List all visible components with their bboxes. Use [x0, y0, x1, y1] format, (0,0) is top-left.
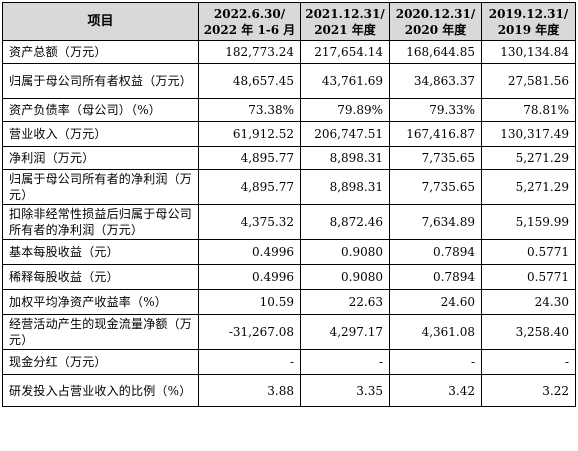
- row-label: 扣除非经常性损益后归属于母公司所有者的净利润（万元）: [2, 204, 199, 240]
- value-cell: 168,644.85: [389, 40, 482, 64]
- value-cell: 73.38%: [198, 98, 301, 122]
- row-label: 净利润（万元）: [2, 146, 199, 170]
- row-label: 资产总额（万元）: [2, 40, 199, 64]
- value-cell: 130,134.84: [481, 40, 576, 64]
- value-cell: 34,863.37: [389, 63, 482, 99]
- header-period-2022h1: 2022.6.30/ 2022 年 1-6 月: [198, 2, 301, 41]
- value-cell: 5,159.99: [481, 204, 576, 240]
- value-cell: 4,375.32: [198, 204, 301, 240]
- value-cell: 79.33%: [389, 98, 482, 122]
- value-cell: -: [389, 349, 482, 375]
- header-period-2020: 2020.12.31/ 2020 年度: [389, 2, 482, 41]
- value-cell: 167,416.87: [389, 121, 482, 147]
- table-row: 净利润（万元） 4,895.77 8,898.31 7,735.65 5,271.29: [2, 146, 576, 170]
- value-cell: 206,747.51: [300, 121, 390, 147]
- value-cell: 24.60: [389, 289, 482, 315]
- value-cell: 3,258.40: [481, 314, 576, 350]
- value-cell: 0.7894: [389, 239, 482, 265]
- value-cell: 5,271.29: [481, 146, 576, 170]
- row-label: 经营活动产生的现金流量净额（万元）: [2, 314, 199, 350]
- value-cell: 4,297.17: [300, 314, 390, 350]
- value-cell: 43,761.69: [300, 63, 390, 99]
- table-row: 营业收入（万元） 61,912.52 206,747.51 167,416.87 130…: [2, 121, 576, 147]
- row-label: 基本每股收益（元）: [2, 239, 199, 265]
- value-cell: 10.59: [198, 289, 301, 315]
- value-cell: 0.5771: [481, 264, 576, 290]
- header-row: 项目 2022.6.30/ 2022 年 1-6 月 2021.12.31/ 2…: [2, 2, 576, 41]
- table-row: 归属于母公司所有者权益（万元） 48,657.45 43,761.69 34,863.…: [2, 63, 576, 99]
- value-cell: 8,898.31: [300, 146, 390, 170]
- row-label: 稀释每股收益（元）: [2, 264, 199, 290]
- header-period-2019: 2019.12.31/ 2019 年度: [481, 2, 576, 41]
- value-cell: 7,634.89: [389, 204, 482, 240]
- table-row: 归属于母公司所有者的净利润（万元） 4,895.77 8,898.31 7,735.6…: [2, 169, 576, 205]
- value-cell: 3.42: [389, 374, 482, 407]
- value-cell: 0.4996: [198, 239, 301, 265]
- value-cell: 8,898.31: [300, 169, 390, 205]
- row-label: 营业收入（万元）: [2, 121, 199, 147]
- value-cell: 0.5771: [481, 239, 576, 265]
- value-cell: 3.22: [481, 374, 576, 407]
- value-cell: 217,654.14: [300, 40, 390, 64]
- table-row: 经营活动产生的现金流量净额（万元） -31,267.08 4,297.17 4,361…: [2, 314, 576, 350]
- table-row: 资产总额（万元） 182,773.24 217,654.14 168,644.85 13…: [2, 40, 576, 64]
- value-cell: 78.81%: [481, 98, 576, 122]
- value-cell: 182,773.24: [198, 40, 301, 64]
- value-cell: 27,581.56: [481, 63, 576, 99]
- header-period-2021: 2021.12.31/ 2021 年度: [300, 2, 390, 41]
- value-cell: 79.89%: [300, 98, 390, 122]
- value-cell: 0.7894: [389, 264, 482, 290]
- value-cell: 3.35: [300, 374, 390, 407]
- value-cell: -: [198, 349, 301, 375]
- table-row: 基本每股收益（元） 0.4996 0.9080 0.7894 0.5771: [2, 239, 576, 265]
- row-label: 归属于母公司所有者权益（万元）: [2, 63, 199, 99]
- value-cell: 0.9080: [300, 239, 390, 265]
- value-cell: 61,912.52: [198, 121, 301, 147]
- value-cell: 0.9080: [300, 264, 390, 290]
- table-row: 资产负债率（母公司）（%） 73.38% 79.89% 79.33% 78.81%: [2, 98, 576, 122]
- header-item: 项目: [2, 2, 199, 41]
- row-label: 资产负债率（母公司）（%）: [2, 98, 199, 122]
- value-cell: 24.30: [481, 289, 576, 315]
- value-cell: 4,895.77: [198, 146, 301, 170]
- table-row: 现金分红（万元） - - - -: [2, 349, 576, 375]
- row-label: 加权平均净资产收益率（%）: [2, 289, 199, 315]
- value-cell: -: [300, 349, 390, 375]
- value-cell: 0.4996: [198, 264, 301, 290]
- value-cell: 4,895.77: [198, 169, 301, 205]
- row-label: 归属于母公司所有者的净利润（万元）: [2, 169, 199, 205]
- value-cell: 3.88: [198, 374, 301, 407]
- row-label: 现金分红（万元）: [2, 349, 199, 375]
- value-cell: 7,735.65: [389, 146, 482, 170]
- value-cell: 5,271.29: [481, 169, 576, 205]
- value-cell: 8,872.46: [300, 204, 390, 240]
- table-row: 稀释每股收益（元） 0.4996 0.9080 0.7894 0.5771: [2, 264, 576, 290]
- value-cell: 130,317.49: [481, 121, 576, 147]
- financial-indicators-table: 项目 2022.6.30/ 2022 年 1-6 月 2021.12.31/ 2…: [2, 2, 576, 407]
- value-cell: 22.63: [300, 289, 390, 315]
- value-cell: 48,657.45: [198, 63, 301, 99]
- table-row: 扣除非经常性损益后归属于母公司所有者的净利润（万元） 4,375.32 8,872.…: [2, 204, 576, 240]
- value-cell: -31,267.08: [198, 314, 301, 350]
- table-row: 加权平均净资产收益率（%） 10.59 22.63 24.60 24.30: [2, 289, 576, 315]
- table-row: 研发投入占营业收入的比例（%） 3.88 3.35 3.42 3.22: [2, 374, 576, 407]
- row-label: 研发投入占营业收入的比例（%）: [2, 374, 199, 407]
- value-cell: 7,735.65: [389, 169, 482, 205]
- value-cell: -: [481, 349, 576, 375]
- value-cell: 4,361.08: [389, 314, 482, 350]
